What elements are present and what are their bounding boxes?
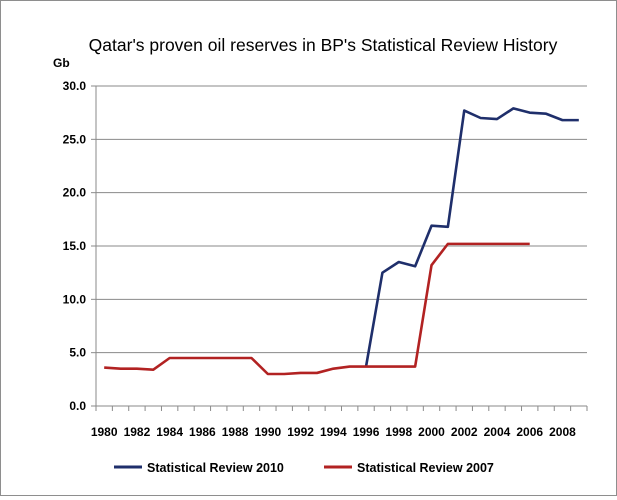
- legend-label: Statistical Review 2007: [357, 461, 494, 475]
- x-tick-label: 2006: [516, 425, 543, 439]
- y-tick-labels: 0.0 5.0 10.0 15.0 20.0 25.0 30.0: [63, 79, 87, 413]
- y-tick-label: 10.0: [63, 292, 87, 306]
- axes: [95, 86, 588, 411]
- y-tick-label: 0.0: [69, 399, 86, 413]
- series-line: [104, 242, 530, 376]
- y-axis-unit-label: Gb: [53, 56, 70, 70]
- x-tick-label: 1992: [287, 425, 314, 439]
- x-tick-label: 1998: [385, 425, 412, 439]
- x-tick-label: 1994: [320, 425, 347, 439]
- legend-label: Statistical Review 2010: [147, 461, 284, 475]
- x-tick-label: 1982: [124, 425, 151, 439]
- legend: Statistical Review 2010 Statistical Revie…: [114, 461, 494, 475]
- chart-title: Qatar's proven oil reserves in BP's Stat…: [89, 35, 558, 55]
- x-tick-label: 2000: [418, 425, 445, 439]
- x-tick-label: 1988: [222, 425, 249, 439]
- x-tick-label: 2004: [484, 425, 511, 439]
- x-tick-label: 1986: [189, 425, 216, 439]
- x-tick-label: 2002: [451, 425, 478, 439]
- x-tick-label: 1996: [353, 425, 380, 439]
- y-tick-label: 30.0: [63, 79, 87, 93]
- y-tick-label: 5.0: [69, 346, 86, 360]
- x-tick-label: 1984: [156, 425, 183, 439]
- gridlines: [91, 85, 587, 407]
- series-line: [364, 107, 579, 367]
- x-tick-labels: 1980 1982 1984 1986 1988 1990 1992 1994 1996 1998…: [91, 425, 576, 439]
- y-tick-label: 25.0: [63, 132, 87, 146]
- y-tick-label: 15.0: [63, 239, 87, 253]
- x-tick-label: 1980: [91, 425, 118, 439]
- series-lines: [104, 107, 579, 376]
- x-tick-label: 2008: [549, 425, 576, 439]
- y-tick-label: 20.0: [63, 186, 87, 200]
- x-tick-label: 1990: [254, 425, 281, 439]
